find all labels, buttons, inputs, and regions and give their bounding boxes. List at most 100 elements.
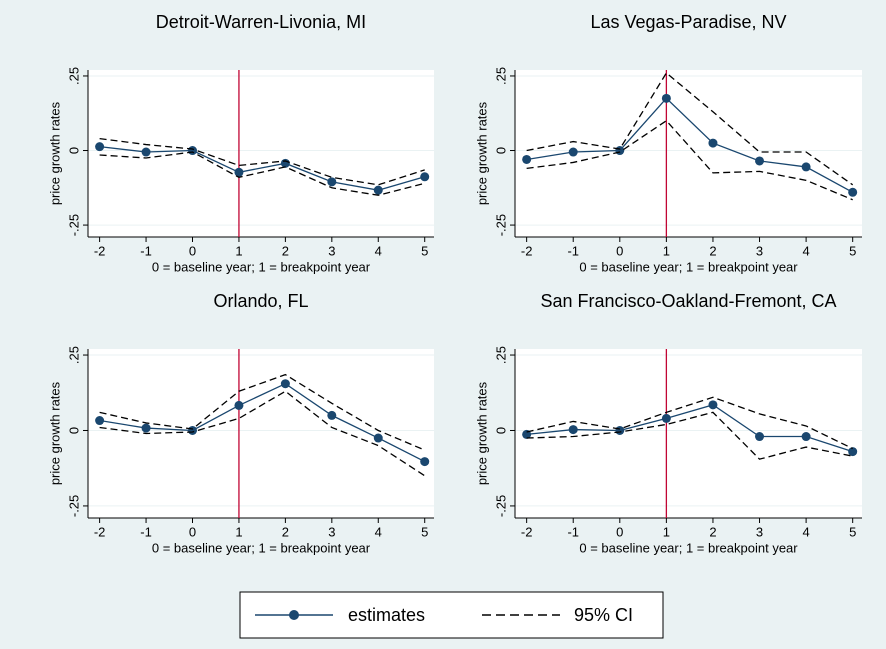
chart-title: Detroit-Warren-Livonia, MI [156,12,366,32]
estimate-point [661,413,671,423]
estimate-line [99,145,425,191]
x-tick-label: 5 [421,243,428,258]
x-tick-label: 4 [802,243,809,258]
estimate-line [526,97,853,193]
x-tick-label: -1 [567,524,579,539]
estimate-line [526,404,853,453]
y-tick-label: .25 [66,346,81,364]
y-tick-label: -.25 [66,214,81,236]
x-tick-label: 1 [663,243,670,258]
x-tick-label: 3 [756,243,763,258]
y-tick-label: 0 [66,427,81,434]
x-tick-label: -2 [521,243,533,258]
x-tick-label: 4 [802,524,809,539]
x-tick-label: -2 [94,524,106,539]
x-tick-label: 0 [616,524,623,539]
estimate-point [801,432,811,442]
estimate-point [568,425,578,435]
x-tick-label: 2 [709,524,716,539]
x-axis-title: 0 = baseline year; 1 = breakpoint year [579,540,798,555]
x-axis-title: 0 = baseline year; 1 = breakpoint year [579,259,798,274]
estimate-point [848,447,858,457]
x-tick-label: 5 [849,243,856,258]
y-tick-label: -.25 [493,214,508,236]
y-tick-label: 0 [493,147,508,154]
x-tick-label: 5 [849,524,856,539]
estimate-point [801,162,811,172]
chart-title: Las Vegas-Paradise, NV [590,12,786,32]
plot-area [88,349,434,518]
ci-line [526,72,854,186]
y-tick-label: .25 [66,67,81,85]
estimate-point [141,423,151,433]
x-tick-label: 0 [189,243,196,258]
plot-area [515,349,862,518]
x-tick-label: 0 [189,524,196,539]
y-axis-title: price growth rates [47,381,62,485]
estimate-point [280,379,290,389]
estimate-point [661,93,671,103]
x-tick-label: 3 [328,524,335,539]
x-tick-label: -2 [94,243,106,258]
x-tick-label: 4 [375,524,382,539]
estimate-point [95,416,105,426]
y-axis-title: price growth rates [47,101,62,205]
estimate-point [327,410,337,420]
x-tick-label: 4 [375,243,382,258]
estimate-point [187,425,197,435]
x-tick-label: -2 [521,524,533,539]
y-axis-title: price growth rates [474,101,489,205]
estimate-point [615,146,625,156]
estimate-point [708,138,718,148]
estimate-point [234,400,244,410]
x-tick-label: 1 [663,524,670,539]
estimate-point [420,457,430,467]
estimate-line [99,382,426,463]
estimate-point [755,156,765,166]
y-axis-title: price growth rates [474,381,489,485]
chart-title: San Francisco-Oakland-Fremont, CA [540,291,836,311]
y-tick-label: 0 [66,147,81,154]
y-tick-label: -.25 [66,495,81,517]
estimate-point [373,433,383,443]
estimate-point [522,154,532,164]
x-axis-title: 0 = baseline year; 1 = breakpoint year [152,259,371,274]
x-tick-label: 0 [616,243,623,258]
estimate-point [327,177,337,187]
x-tick-label: 3 [328,243,335,258]
x-tick-label: 2 [709,243,716,258]
x-tick-label: 3 [756,524,763,539]
estimate-point [755,432,765,442]
ci-line [526,396,853,450]
legend-marker [289,610,299,620]
estimate-point [95,142,105,152]
estimate-point [234,167,244,177]
x-tick-label: -1 [140,524,152,539]
estimate-point [848,187,858,197]
x-tick-label: 2 [282,524,289,539]
chart-title: Orlando, FL [213,291,308,311]
x-tick-label: 5 [421,524,428,539]
estimate-point [615,425,625,435]
y-tick-label: 0 [493,427,508,434]
plot-area [88,70,434,237]
estimate-point [187,146,197,156]
x-tick-label: -1 [140,243,152,258]
ci-line [99,151,425,196]
estimate-point [708,400,718,410]
estimate-point [373,185,383,195]
y-tick-label: .25 [493,346,508,364]
estimate-point [141,147,151,157]
ci-line [99,373,425,451]
x-tick-label: 2 [282,243,289,258]
legend-label: estimates [348,605,425,625]
x-tick-label: 1 [235,524,242,539]
x-axis-title: 0 = baseline year; 1 = breakpoint year [152,540,371,555]
ci-line [99,137,425,186]
x-tick-label: -1 [567,243,579,258]
x-tick-label: 1 [235,243,242,258]
y-tick-label: -.25 [493,495,508,517]
y-tick-label: .25 [493,67,508,85]
estimate-point [568,147,578,157]
